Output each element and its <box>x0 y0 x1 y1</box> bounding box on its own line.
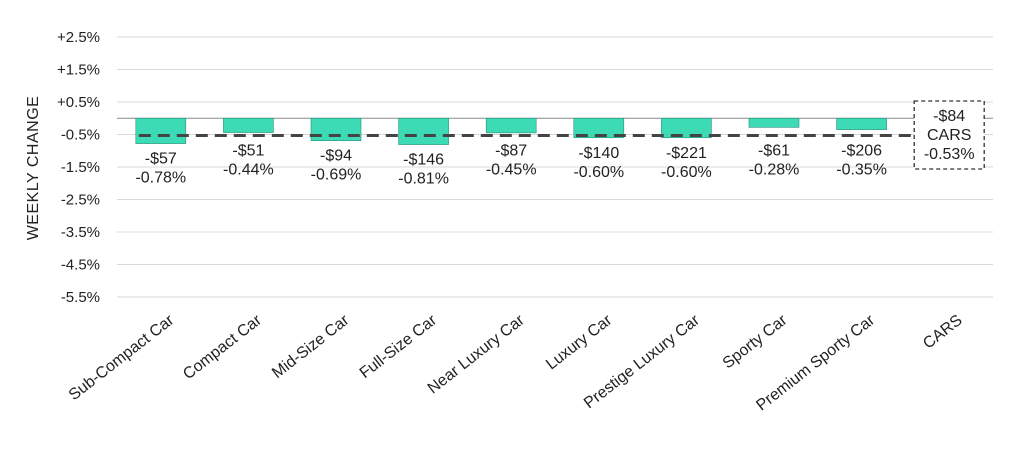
percent-label: -0.45% <box>486 161 537 178</box>
y-tick-label: +0.5% <box>57 94 100 111</box>
y-tick-label: -0.5% <box>61 127 100 144</box>
y-axis-ticks: +2.5% +1.5% +0.5% -0.5% -1.5% -2.5% -3.5% -4.5%… <box>57 29 100 306</box>
dollar-label: -$87 <box>495 142 527 159</box>
bar <box>748 117 800 128</box>
bar <box>223 117 274 133</box>
dollar-label: -$140 <box>578 145 619 162</box>
percent-label: -0.44% <box>223 161 274 178</box>
y-axis-label: WEEKLY CHANGE <box>25 96 42 241</box>
category-label: Sub-Compact Car <box>66 311 178 404</box>
percent-label: -0.78% <box>135 170 186 187</box>
percent-label: -0.69% <box>311 167 362 184</box>
y-tick-label: -3.5% <box>61 224 100 241</box>
category-label: Luxury Car <box>543 311 616 373</box>
percent-label: -0.35% <box>836 161 887 178</box>
y-tick-label: +1.5% <box>57 62 100 79</box>
category-label: CARS <box>920 312 965 353</box>
y-tick-label: -2.5% <box>61 192 100 209</box>
cars-percent-label: -0.53% <box>924 146 975 163</box>
dollar-label: -$221 <box>666 145 707 162</box>
percent-label: -0.81% <box>398 171 449 188</box>
bar <box>573 117 625 139</box>
percent-label: -0.28% <box>749 161 800 178</box>
data-labels: -$57 -0.78% -$51 -0.44% -$94 -0.69% -$146 -0.81… <box>135 108 974 188</box>
dollar-label: -$61 <box>758 142 790 159</box>
bar <box>836 117 887 130</box>
dollar-label: -$94 <box>320 148 352 165</box>
dollar-label: -$206 <box>841 142 882 159</box>
cars-summary-box <box>913 100 985 170</box>
percent-label: -0.60% <box>573 164 624 181</box>
percent-label: -0.60% <box>661 164 712 181</box>
cars-dollar-label: -$84 <box>933 108 965 125</box>
category-label: Full-Size Car <box>357 311 441 382</box>
cars-name-label: CARS <box>927 127 971 144</box>
bar <box>485 117 537 134</box>
x-axis-category-labels: Sub-Compact Car Compact Car Mid-Size Car Fu… <box>66 311 966 414</box>
dollar-label: -$57 <box>145 151 177 168</box>
y-tick-label: -4.5% <box>61 257 100 274</box>
category-label: Compact Car <box>180 311 265 383</box>
dollar-label: -$146 <box>403 152 444 169</box>
y-tick-label: +2.5% <box>57 29 100 46</box>
category-label: Mid-Size Car <box>269 311 353 382</box>
bar <box>661 117 712 139</box>
category-label: Sporty Car <box>720 311 791 372</box>
y-tick-label: -1.5% <box>61 159 100 176</box>
dollar-label: -$51 <box>232 142 264 159</box>
category-label: Near Luxury Car <box>425 311 528 397</box>
bar <box>398 117 449 145</box>
y-tick-label: -5.5% <box>61 289 100 306</box>
bar <box>310 117 362 141</box>
bar-series <box>135 117 887 145</box>
bar <box>135 117 187 144</box>
